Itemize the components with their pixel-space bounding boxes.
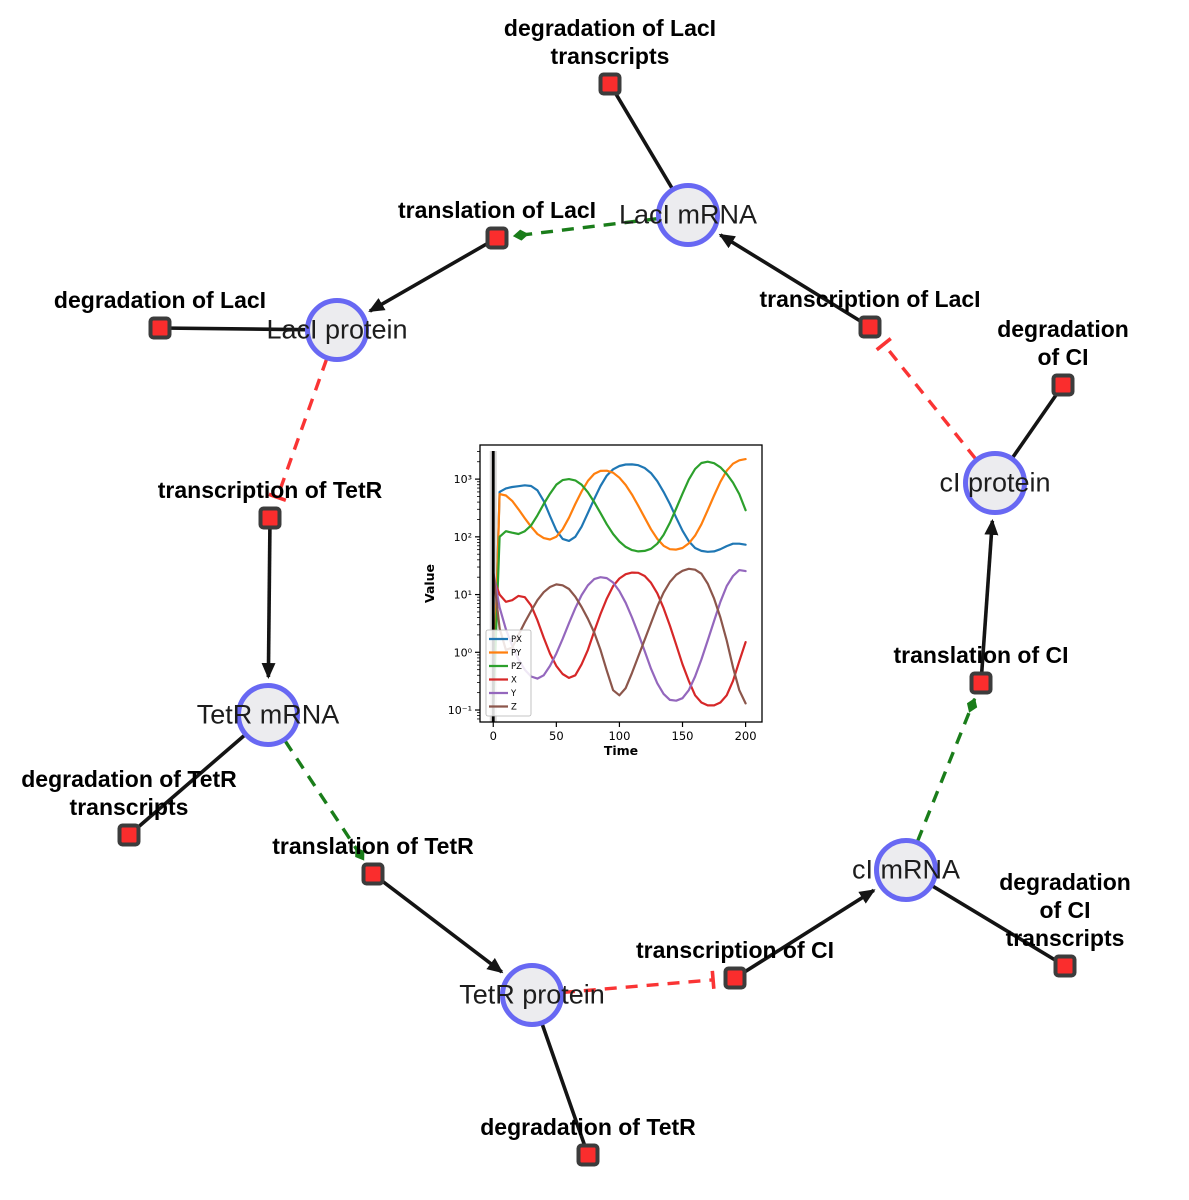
y-tick-label: 10¹: [454, 589, 472, 602]
x-tick-label: 200: [735, 729, 757, 743]
reaction-node-deg-tetr[interactable]: [576, 1143, 600, 1167]
edge-transcription-laci-to-laci-mrna: [718, 233, 871, 329]
species-node-ci-protein[interactable]: [963, 451, 1027, 515]
reaction-node-translation-tetr[interactable]: [361, 862, 385, 886]
species-node-tetr-mrna[interactable]: [236, 683, 300, 747]
edge-translation-laci-to-laci-protein: [368, 236, 498, 313]
series-Z: [492, 567, 747, 705]
edge-tetr-protein-to-transcription-ci: [562, 970, 716, 995]
edge-transcription-tetr-to-tetr-mrna: [261, 517, 276, 680]
reaction-node-deg-ci-transcripts[interactable]: [1053, 954, 1077, 978]
species-node-tetr-protein[interactable]: [500, 963, 564, 1027]
y-tick-label: 10⁰: [454, 646, 473, 659]
legend-entry-PY: PY: [511, 649, 522, 659]
x-tick-label: 50: [549, 729, 564, 743]
reaction-node-deg-laci-transcripts[interactable]: [598, 72, 622, 96]
edge-laci-protein-to-deg-laci: [159, 326, 307, 332]
x-tick-label: 0: [490, 729, 497, 743]
edge-transcription-ci-to-ci-mrna: [734, 888, 876, 980]
reaction-node-transcription-laci[interactable]: [858, 315, 882, 339]
edge-translation-ci-to-ci-protein: [979, 518, 999, 684]
species-node-laci-protein[interactable]: [305, 298, 369, 362]
y-tick-label: 10²: [454, 531, 472, 544]
species-node-ci-mrna[interactable]: [874, 838, 938, 902]
edge-tetr-mrna-to-translation-tetr: [283, 739, 366, 861]
legend-entry-Y: Y: [510, 689, 517, 699]
legend-entry-X: X: [511, 676, 517, 686]
edge-translation-tetr-to-tetr-protein: [371, 872, 504, 974]
series-PY: [492, 458, 747, 712]
reaction-node-transcription-tetr[interactable]: [258, 506, 282, 530]
edge-ci-protein-to-transcription-laci: [875, 337, 977, 460]
reaction-node-translation-ci[interactable]: [969, 671, 993, 695]
x-tick-label: 150: [672, 729, 694, 743]
inset-plot: 0 50 100 150 20010⁻¹10⁰10¹10²10³TimeValuePXP…: [422, 444, 763, 758]
legend-entry-PZ: PZ: [511, 662, 522, 672]
series-X: [492, 571, 747, 707]
edge-tetr-protein-to-deg-tetr: [540, 1023, 590, 1156]
species-node-laci-mrna[interactable]: [656, 183, 720, 247]
reaction-node-deg-laci[interactable]: [148, 316, 172, 340]
y-tick-label: 10⁻¹: [448, 704, 472, 717]
x-axis-label: Time: [604, 743, 638, 758]
reaction-node-translation-laci[interactable]: [485, 226, 509, 250]
legend-entry-PX: PX: [511, 635, 522, 645]
reaction-node-deg-ci[interactable]: [1051, 373, 1075, 397]
edge-ci-protein-to-deg-ci: [1011, 383, 1065, 459]
legend: PX PY PZ XYZ: [485, 629, 532, 717]
x-tick-label: 100: [608, 729, 630, 743]
edge-laci-mrna-to-deg-laci-transcripts: [608, 83, 674, 190]
reaction-node-deg-tetr-transcripts[interactable]: [117, 823, 141, 847]
edge-tetr-mrna-to-deg-tetr-transcripts: [127, 733, 246, 837]
edge-laci-mrna-to-translation-laci: [512, 217, 658, 241]
edge-ci-mrna-to-deg-ci-transcripts: [931, 884, 1066, 968]
reaction-node-transcription-ci[interactable]: [723, 966, 747, 990]
y-tick-label: 10³: [454, 473, 472, 486]
series-Y: [492, 569, 747, 702]
series-PX: [492, 463, 747, 712]
edge-ci-mrna-to-translation-ci: [915, 697, 978, 842]
legend-entry-Z: Z: [511, 703, 517, 713]
y-axis-label: Value: [422, 564, 437, 603]
edge-laci-protein-to-transcription-tetr: [268, 358, 329, 502]
series-PZ: [492, 460, 747, 712]
